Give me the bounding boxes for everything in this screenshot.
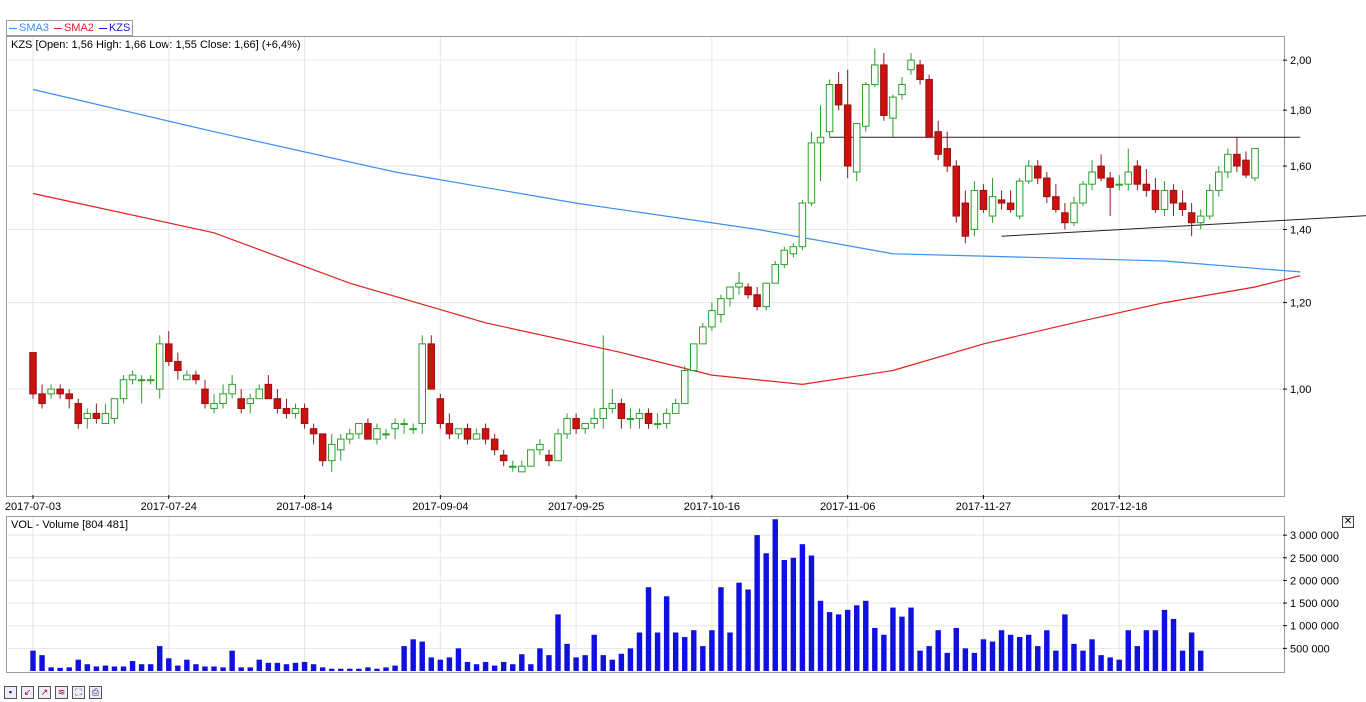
price-x-tick-label: 2017-07-03 — [5, 501, 61, 513]
volume-panel[interactable]: VOL - Volume [804 481] — [6, 516, 1285, 673]
legend-swatch-sma2 — [53, 27, 62, 29]
chart-style-2-icon[interactable]: ↗ — [38, 685, 51, 699]
price-y-tick-label: 1,60 — [1290, 161, 1311, 173]
price-y-tick-label: 1,00 — [1290, 384, 1311, 396]
volume-y-tick-label: 2 500 000 — [1290, 553, 1339, 565]
price-x-tick-label: 2017-07-24 — [141, 501, 197, 513]
bottom-toolbar: ▪ ↙ ↗ ≋ ⛶ ⎙ — [4, 684, 102, 700]
chart-style-3-icon[interactable]: ≋ — [55, 685, 68, 699]
legend-swatch-sma3 — [9, 27, 17, 29]
price-panel[interactable]: KZS [Open: 1,56 High: 1,66 Low: 1,55 Clo… — [6, 36, 1285, 497]
price-y-tick-label: 1,20 — [1290, 298, 1311, 310]
chart-style-1-icon[interactable]: ↙ — [21, 685, 34, 699]
legend-label-sma3: SMA3 — [19, 22, 49, 34]
legend-item-sma2[interactable]: SMA2 — [53, 22, 94, 34]
volume-y-tick-label: 3 000 000 — [1290, 530, 1339, 542]
legend: SMA3 SMA2 KZS — [6, 20, 134, 36]
price-x-tick-label: 2017-09-04 — [412, 501, 468, 513]
price-x-tick-label: 2017-10-16 — [684, 501, 740, 513]
print-icon[interactable]: ⎙ — [89, 685, 102, 699]
legend-label-sma2: SMA2 — [63, 22, 94, 34]
legend-swatch-kzs — [98, 27, 107, 29]
price-x-tick-label: 2017-11-06 — [820, 501, 875, 513]
legend-label-kzs: KZS — [108, 22, 131, 34]
price-y-tick-label: 2,00 — [1290, 55, 1311, 67]
price-x-tick-label: 2017-11-27 — [956, 501, 1011, 513]
legend-item-kzs[interactable]: KZS — [98, 22, 131, 34]
price-x-tick-label: 2017-09-25 — [548, 501, 604, 513]
save-icon[interactable]: ▪ — [4, 685, 17, 699]
legend-item-sma3[interactable]: SMA3 — [9, 22, 49, 34]
price-panel-title: KZS [Open: 1,56 High: 1,66 Low: 1,55 Clo… — [11, 39, 301, 51]
price-x-tick-label: 2017-08-14 — [276, 501, 332, 513]
price-y-tick-label: 1,40 — [1290, 224, 1311, 236]
close-volume-panel-button[interactable]: ✕ — [1342, 516, 1354, 528]
volume-y-tick-label: 1 000 000 — [1290, 621, 1339, 633]
fit-screen-icon[interactable]: ⛶ — [72, 685, 85, 699]
price-y-tick-label: 1,80 — [1290, 105, 1311, 117]
volume-panel-title: VOL - Volume [804 481] — [11, 519, 128, 531]
volume-y-tick-label: 500 000 — [1290, 643, 1330, 655]
volume-y-tick-label: 2 000 000 — [1290, 575, 1339, 587]
volume-y-tick-label: 1 500 000 — [1290, 598, 1339, 610]
price-x-tick-label: 2017-12-18 — [1091, 501, 1147, 513]
